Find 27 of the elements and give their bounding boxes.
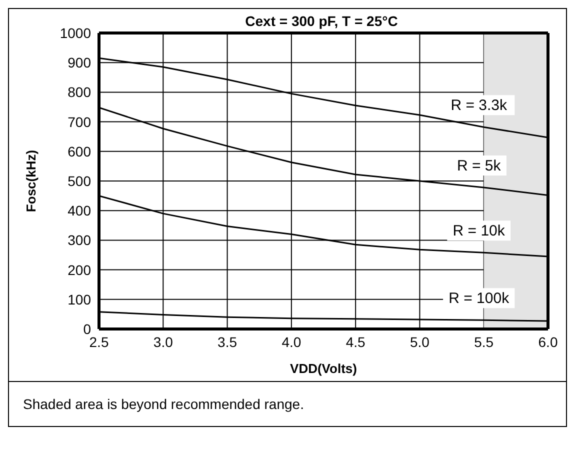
series-label: R = 10k <box>452 222 506 240</box>
y-axis-title: Fosc(kHz) <box>24 150 39 212</box>
y-tick-label: 700 <box>68 114 92 130</box>
series-label: R = 5k <box>456 158 502 175</box>
y-tick-label: 100 <box>68 291 92 308</box>
y-tick-label: 300 <box>68 232 92 248</box>
x-tick-label: 5.0 <box>410 334 430 350</box>
x-tick-label: 3.5 <box>218 334 238 350</box>
x-tick-label: 2.5 <box>89 334 109 350</box>
y-tick-label: 500 <box>68 172 92 189</box>
chart-title: Cext = 300 pF, T = 25°C <box>244 13 399 29</box>
text: Shaded area is beyond recommended range. <box>23 396 305 412</box>
x-axis-title: VDD(Volts) <box>290 361 357 376</box>
x-tick-label: 6.0 <box>538 334 558 350</box>
x-tick-label: 3.0 <box>153 334 174 350</box>
y-tick-label: 800 <box>68 84 92 100</box>
y-tick-label: 200 <box>68 262 92 278</box>
y-tick-label: 900 <box>68 54 92 71</box>
series-label: R = 100k <box>448 290 510 308</box>
series-label: R = 3.3k <box>450 97 508 114</box>
y-tick-label: 1000 <box>60 24 92 41</box>
y-tick-label: 600 <box>68 143 92 160</box>
x-tick-label: 4.5 <box>346 334 366 350</box>
y-tick-label: 400 <box>68 202 92 219</box>
y-tick-label: 0 <box>83 320 92 337</box>
x-tick-label: 5.5 <box>474 334 494 350</box>
x-tick-label: 4.0 <box>282 334 302 350</box>
